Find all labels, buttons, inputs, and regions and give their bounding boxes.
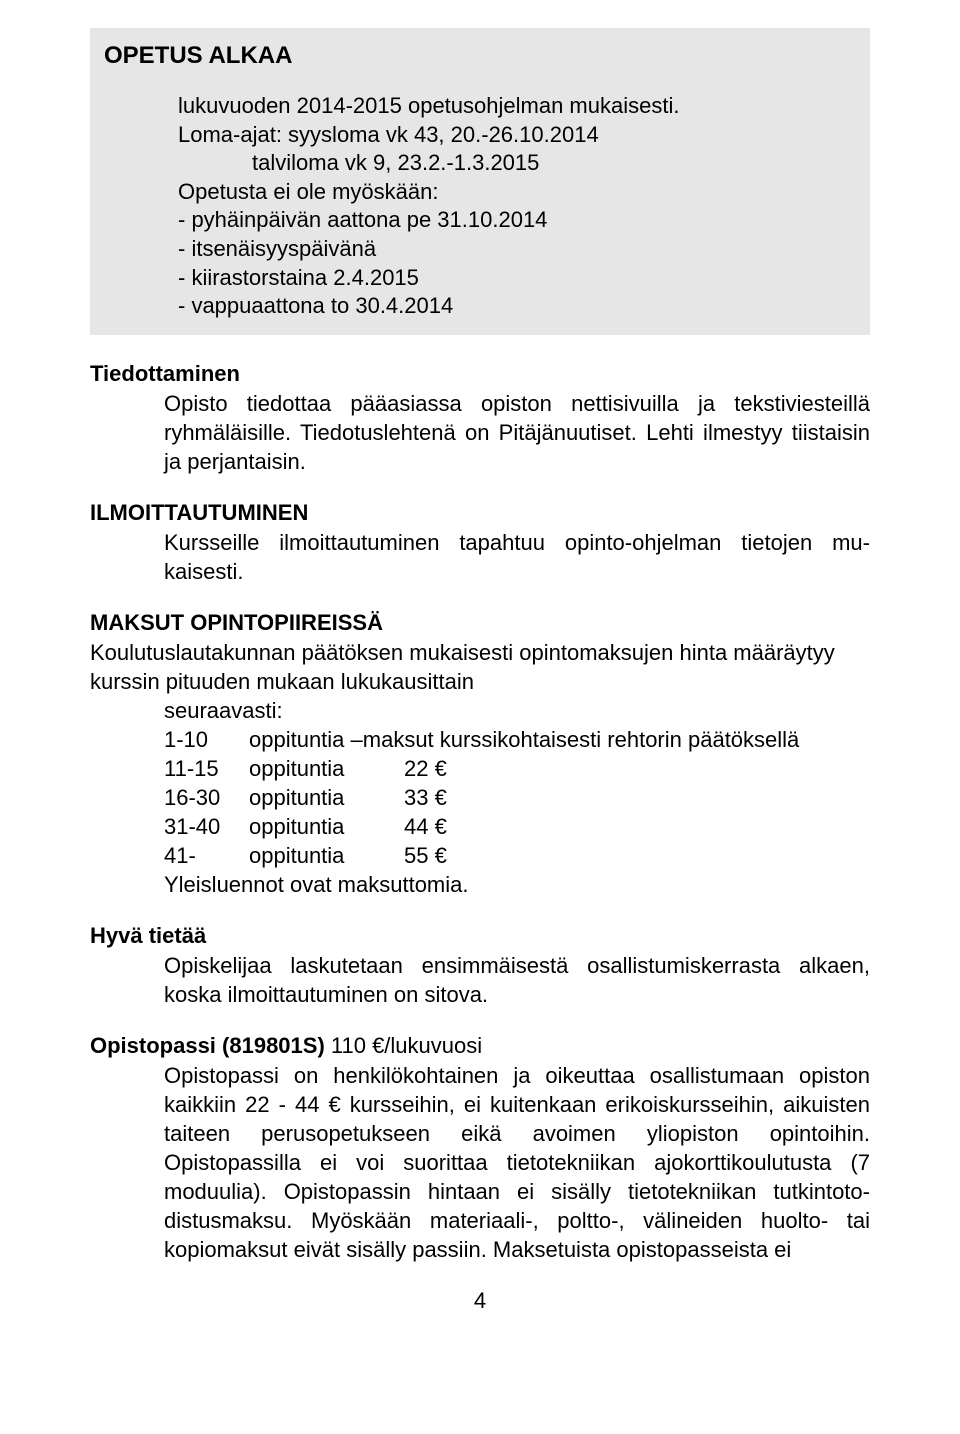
ilmoittautuminen-body: Kursseille ilmoittautuminen tapahtuu opi… [90,528,870,586]
opistopassi-heading: Opistopassi (819801S) 110 €/lukuvuosi [90,1033,870,1059]
opistopassi-heading-rest: 110 €/lukuvuosi [331,1033,482,1058]
tiedottaminen-block: Tiedottaminen Opisto tiedottaa pääasiass… [90,361,870,476]
opetus-alkaa-box: OPETUS ALKAA lukuvuoden 2014-2015 opetus… [90,28,870,335]
greybox-line: - vappuaattona to 30.4.2014 [104,292,856,321]
fee-row: 41- oppituntia 55 € [90,841,870,870]
page-number: 4 [90,1288,870,1314]
fee-row: 16-30 oppituntia 33 € [90,783,870,812]
opistopassi-block: Opistopassi (819801S) 110 €/lukuvuosi Op… [90,1033,870,1264]
tiedottaminen-body: Opisto tiedottaa pääasiassa opiston nett… [90,389,870,476]
fee-range: 31-40 [164,812,249,841]
hyva-heading: Hyvä tietää [90,923,870,949]
maksut-block: MAKSUT OPINTOPIIREISSÄ Koulutuslautakunn… [90,610,870,899]
greybox-line: lukuvuoden 2014-2015 opetusohjelman muka… [104,92,856,121]
greybox-line: - pyhäinpäivän aattona pe 31.10.2014 [104,206,856,235]
fee-row: 31-40 oppituntia 44 € [90,812,870,841]
fee-row: 11-15 oppituntia 22 € [90,754,870,783]
fee-row: 1-10 oppituntia –maksut kurssikohtaisest… [90,725,870,754]
hyva-body: Opiskelijaa laskutetaan ensimmäisestä os… [90,951,870,1009]
maksut-footer: Yleisluennot ovat maksuttomia. [90,870,870,899]
fee-price: 33 € [404,783,447,812]
opistopassi-body: Opistopassi on henkilökohtainen ja oikeu… [90,1061,870,1264]
fee-range: 1-10 [164,725,249,754]
maksut-intro2: seuraavasti: [90,696,870,725]
greybox-line: - itsenäisyyspäivänä [104,235,856,264]
maksut-intro: Koulutuslautakunnan päätöksen mukaisesti… [90,638,870,696]
fee-range: 41- [164,841,249,870]
greybox-line: Loma-ajat: syysloma vk 43, 20.-26.10.201… [104,121,856,150]
fee-price: 55 € [404,841,447,870]
fee-range: 11-15 [164,754,249,783]
greybox-line: Opetusta ei ole myöskään: [104,178,856,207]
ilmoittautuminen-block: ILMOITTAUTUMINEN Kursseille ilmoittautum… [90,500,870,586]
fee-range: 16-30 [164,783,249,812]
fee-label: oppituntia [249,841,404,870]
fee-label: oppituntia [249,783,404,812]
maksut-heading: MAKSUT OPINTOPIIREISSÄ [90,610,870,636]
opetus-alkaa-title: OPETUS ALKAA [104,42,856,70]
fee-text: oppituntia –maksut kurssikohtaisesti reh… [249,725,799,754]
ilmoittautuminen-heading: ILMOITTAUTUMINEN [90,500,870,526]
opistopassi-heading-bold: Opistopassi (819801S) [90,1033,331,1058]
tiedottaminen-heading: Tiedottaminen [90,361,870,387]
fee-price: 44 € [404,812,447,841]
fee-price: 22 € [404,754,447,783]
greybox-indent-line: talviloma vk 9, 23.2.-1.3.2015 [104,149,856,178]
fee-label: oppituntia [249,754,404,783]
hyva-block: Hyvä tietää Opiskelijaa laskutetaan ensi… [90,923,870,1009]
fee-label: oppituntia [249,812,404,841]
page: OPETUS ALKAA lukuvuoden 2014-2015 opetus… [0,0,960,1434]
greybox-line: - kiirastorstaina 2.4.2015 [104,264,856,293]
